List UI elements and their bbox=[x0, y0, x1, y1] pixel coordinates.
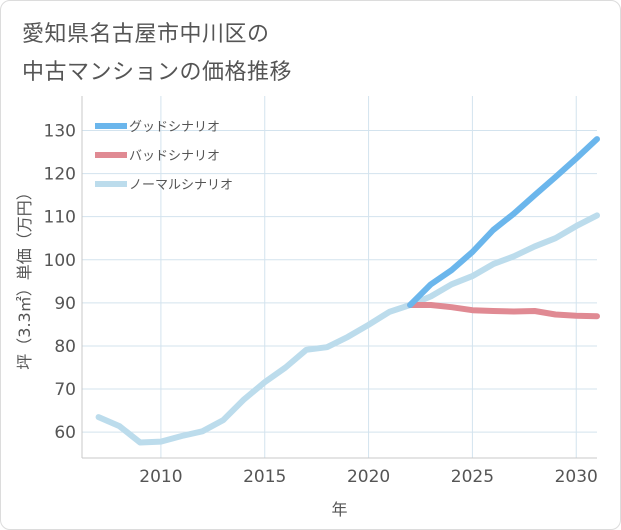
chart-ticks: 2010 2015 2020 2025 2030 60 70 80 90 100 110 120 130 bbox=[44, 121, 598, 487]
x-tick-label: 2015 bbox=[243, 467, 286, 487]
y-tick-label: 130 bbox=[44, 121, 76, 141]
y-tick-label: 80 bbox=[54, 337, 76, 357]
y-tick-label: 120 bbox=[44, 165, 76, 185]
x-tick-label: 2030 bbox=[555, 467, 598, 487]
chart-title-line2: 中古マンションの価格推移 bbox=[22, 60, 293, 85]
y-tick-label: 70 bbox=[54, 380, 76, 400]
y-axis-label: 坪（3.3㎡）単価（万円） bbox=[15, 184, 34, 369]
x-tick-label: 2025 bbox=[451, 467, 494, 487]
x-tick-label: 2020 bbox=[347, 467, 390, 487]
y-tick-label: 100 bbox=[44, 251, 76, 271]
chart-title-line1: 愛知県名古屋市中川区の bbox=[22, 22, 270, 47]
series-line-1 bbox=[407, 302, 600, 320]
series-line-0 bbox=[407, 136, 600, 308]
legend-label-0: グッドシナリオ bbox=[129, 120, 220, 135]
x-tick-label: 2010 bbox=[139, 467, 182, 487]
legend-label-2: ノーマルシナリオ bbox=[129, 178, 233, 193]
chart-grid bbox=[82, 96, 597, 458]
chart-series bbox=[95, 136, 600, 446]
y-tick-label: 110 bbox=[44, 208, 76, 228]
x-axis-label: 年 bbox=[331, 500, 347, 519]
y-tick-label: 60 bbox=[54, 423, 76, 443]
plot-area bbox=[82, 96, 597, 458]
chart-axes bbox=[81, 96, 597, 459]
series-line-2 bbox=[95, 212, 600, 446]
y-tick-label: 90 bbox=[54, 294, 76, 314]
legend-label-1: バッドシナリオ bbox=[129, 149, 220, 164]
